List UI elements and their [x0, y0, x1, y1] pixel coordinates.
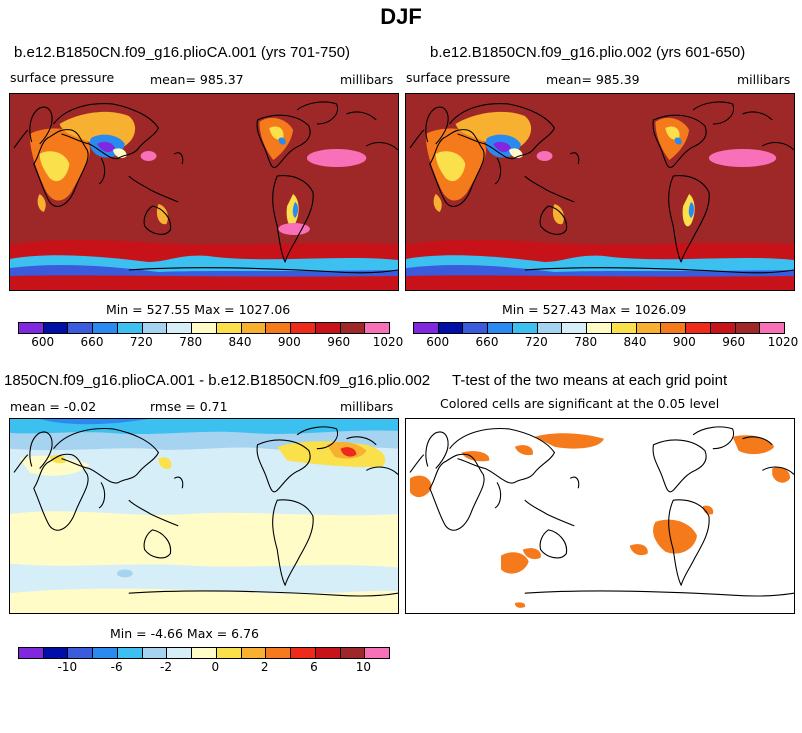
colorbar-tick-label: 1020 — [372, 335, 404, 349]
colorbar-swatch — [340, 648, 366, 658]
colorbar-swatch — [315, 648, 341, 658]
colorbar-tick-label: 780 — [179, 335, 203, 349]
colorbar-swatch — [291, 648, 316, 658]
colorbar-swatch — [365, 323, 390, 333]
colorbar-tick-label: 10 — [355, 660, 371, 674]
colorbar-swatch — [192, 323, 217, 333]
colorbar-swatch — [760, 323, 785, 333]
surface-pressure-map-2 — [406, 94, 794, 290]
page-title: DJF — [380, 4, 422, 29]
colorbar-swatch — [192, 648, 217, 658]
panel-3-rmse: rmse = 0.71 — [150, 399, 228, 414]
panel-2-variable: surface pressure — [406, 70, 511, 85]
colorbar-tick-label: 6 — [310, 660, 318, 674]
colorbar-swatch — [463, 323, 489, 333]
significant-cells — [409, 433, 791, 608]
colorbar-tick-label: 600 — [426, 335, 450, 349]
colorbar-swatch — [340, 323, 366, 333]
colorbar-swatch — [661, 323, 687, 333]
colorbar-swatch — [216, 323, 242, 333]
colorbar-swatch — [19, 323, 44, 333]
panel-3-stats: Min = -4.66 Max = 6.76 — [110, 626, 260, 641]
colorbar-swatch — [142, 323, 168, 333]
panel-4-map — [405, 418, 795, 614]
colorbar-tick-label: -10 — [57, 660, 78, 674]
colorbar-tick-label: 600 — [31, 335, 55, 349]
colorbar-swatch — [537, 323, 563, 333]
colorbar-swatch — [117, 323, 143, 333]
panel-2-stats: Min = 527.43 Max = 1026.09 — [502, 302, 687, 317]
colorbar-swatch — [636, 323, 662, 333]
colorbar-swatch — [93, 323, 118, 333]
colorbar-swatch — [167, 323, 193, 333]
colorbar-swatch — [266, 323, 292, 333]
panel-4-subtitle: Colored cells are significant at the 0.0… — [440, 396, 720, 411]
colorbar-tick-label: 900 — [672, 335, 696, 349]
panel-3-title: 1850CN.f09_g16.plioCA.001 - b.e12.B1850C… — [4, 372, 431, 389]
panel-1-stats: Min = 527.55 Max = 1027.06 — [106, 302, 291, 317]
colorbar-swatch — [216, 648, 242, 658]
panel-1-title: b.e12.B1850CN.f09_g16.plioCA.001 (yrs 70… — [14, 44, 351, 61]
colorbar-swatch — [587, 323, 612, 333]
panel-3-colorbar — [18, 647, 390, 659]
colorbar-tick-label: 720 — [129, 335, 153, 349]
panel-2-colorbar — [413, 322, 785, 334]
panel-3-units: millibars — [340, 399, 394, 414]
panel-2-mean: mean= 985.39 — [546, 72, 640, 87]
panel-2-map — [405, 93, 795, 291]
panel-4-title: T-test of the two means at each grid poi… — [452, 372, 728, 389]
colorbar-swatch — [142, 648, 168, 658]
colorbar-tick-label: 660 — [80, 335, 104, 349]
colorbar-swatch — [438, 323, 464, 333]
colorbar-swatch — [93, 648, 118, 658]
panel-2-title: b.e12.B1850CN.f09_g16.plio.002 (yrs 601-… — [430, 44, 746, 61]
colorbar-tick-label: 840 — [623, 335, 647, 349]
colorbar-swatch — [68, 323, 94, 333]
colorbar-swatch — [315, 323, 341, 333]
colorbar-swatch — [512, 323, 538, 333]
colorbar-swatch — [291, 323, 316, 333]
colorbar-tick-label: 780 — [574, 335, 598, 349]
colorbar-tick-label: 660 — [475, 335, 499, 349]
difference-map — [10, 419, 398, 613]
panel-1-units: millibars — [340, 72, 394, 87]
colorbar-swatch — [735, 323, 761, 333]
panel-3-mean: mean = -0.02 — [10, 399, 97, 414]
colorbar-swatch — [266, 648, 292, 658]
t-test-map — [406, 419, 794, 613]
panel-3-map — [9, 418, 399, 614]
surface-pressure-map-1 — [10, 94, 398, 290]
colorbar-swatch — [686, 323, 711, 333]
colorbar-tick-label: -6 — [110, 660, 123, 674]
colorbar-swatch — [488, 323, 513, 333]
colorbar-swatch — [365, 648, 390, 658]
colorbar-swatch — [241, 648, 267, 658]
colorbar-swatch — [562, 323, 588, 333]
colorbar-tick-label: 960 — [327, 335, 351, 349]
colorbar-swatch — [241, 323, 267, 333]
colorbar-swatch — [117, 648, 143, 658]
colorbar-tick-label: 840 — [228, 335, 252, 349]
colorbar-swatch — [43, 323, 69, 333]
colorbar-tick-label: 960 — [722, 335, 746, 349]
colorbar-swatch — [68, 648, 94, 658]
panel-1-colorbar — [18, 322, 390, 334]
panel-1-mean: mean= 985.37 — [150, 72, 244, 87]
colorbar-tick-label: 0 — [211, 660, 220, 674]
colorbar-swatch — [611, 323, 637, 333]
colorbar-swatch — [167, 648, 193, 658]
colorbar-swatch — [414, 323, 439, 333]
panel-2-units: millibars — [737, 72, 791, 87]
colorbar-swatch — [710, 323, 736, 333]
colorbar-swatch — [43, 648, 69, 658]
colorbar-tick-label: 720 — [524, 335, 548, 349]
panel-1-map — [9, 93, 399, 291]
colorbar-tick-label: -2 — [160, 660, 172, 674]
panel-1-variable: surface pressure — [10, 70, 115, 85]
colorbar-tick-label: 2 — [260, 660, 269, 674]
colorbar-tick-label: 900 — [277, 335, 301, 349]
colorbar-swatch — [19, 648, 44, 658]
colorbar-tick-label: 1020 — [767, 335, 799, 349]
